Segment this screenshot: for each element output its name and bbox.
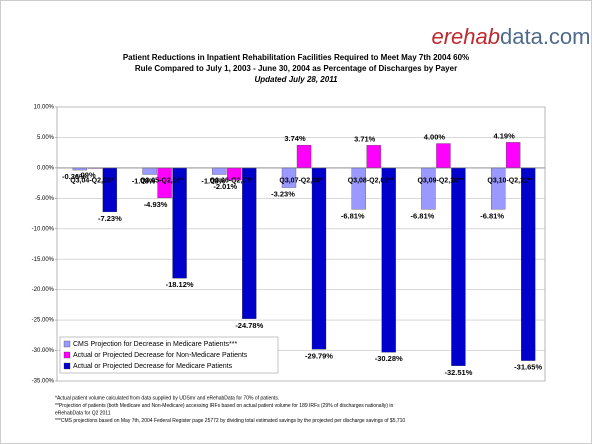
x-tick-label: Q3,10-Q2,11** — [487, 178, 533, 185]
bar — [366, 145, 381, 169]
x-tick-label: Q3,04-Q2,05* — [70, 178, 113, 185]
bar — [381, 167, 396, 353]
data-label: -6.81% — [341, 211, 365, 220]
data-label: -6.81% — [411, 211, 435, 220]
bar — [451, 167, 466, 366]
x-tick-label: Q3,08-Q2,09** — [348, 178, 394, 185]
y-tick-label: -20.00% — [32, 287, 55, 293]
bar — [142, 167, 157, 175]
data-label: 4.00% — [424, 133, 446, 142]
footnote: ***CMS projections based on May 7th, 200… — [55, 418, 405, 424]
legend-label: Actual or Projected Decrease for Non-Med… — [73, 352, 248, 359]
x-tick-label: Q3,05-Q2,06* — [140, 178, 183, 185]
data-label: -6.81% — [480, 211, 504, 220]
data-label: -.09% — [76, 170, 96, 179]
y-tick-label: -5.00% — [35, 196, 55, 202]
updated-note: Updated July 28, 2011 — [255, 75, 339, 84]
bar — [311, 167, 327, 350]
legend-swatch — [63, 362, 71, 370]
data-label: -24.78% — [235, 321, 263, 330]
data-label: -0.36% — [62, 172, 86, 181]
y-tick-label: -10.00% — [32, 226, 55, 232]
bar — [421, 167, 436, 210]
bar — [436, 143, 451, 169]
chart-title: Patient Reductions in Inpatient Rehabili… — [123, 53, 469, 62]
y-tick-label: 0.00% — [37, 165, 55, 171]
footnote: *Actual patient volume calculated from d… — [55, 395, 279, 401]
logo-part: erehab — [431, 24, 500, 49]
y-tick-label: -30.00% — [32, 348, 55, 354]
data-label: -4.93% — [144, 200, 168, 209]
y-tick-label: 5.00% — [37, 135, 55, 141]
y-tick-label: -35.00% — [32, 379, 55, 385]
legend-box — [59, 336, 279, 374]
data-label: 3.71% — [354, 134, 376, 143]
bar — [242, 167, 257, 319]
data-label: -31.65% — [514, 363, 542, 372]
data-label: -7.23% — [98, 214, 122, 223]
bar — [490, 167, 506, 210]
bar — [296, 144, 312, 169]
x-tick-label: Q3,06-Q2,07* — [210, 178, 253, 185]
legend-swatch — [63, 351, 71, 359]
data-label: -18.12% — [166, 280, 194, 289]
legend-label: Actual or Projected Decrease for Medicar… — [73, 363, 233, 370]
y-tick-label: 10.00% — [34, 105, 55, 111]
data-label: 4.19% — [494, 131, 516, 140]
data-label: -29.79% — [305, 351, 333, 360]
footnote: eRehabData for Q2 2011 — [55, 410, 111, 416]
data-label: -3.23% — [271, 190, 295, 199]
legend-swatch — [63, 340, 71, 348]
logo-part: data.com — [500, 24, 591, 49]
chart-subtitle: Rule Compared to July 1, 2003 - June 30,… — [135, 64, 457, 73]
data-label: -1.08% — [132, 176, 156, 185]
data-label: -2.01% — [213, 182, 237, 191]
bar — [212, 167, 227, 175]
legend-label: CMS Projection for Decrease in Medicare … — [73, 341, 237, 348]
footnote: **Projection of patients (both Medicare … — [55, 403, 393, 409]
bar — [351, 167, 366, 210]
y-tick-label: -25.00% — [32, 318, 55, 324]
x-tick-label: Q3,07-Q2,08* — [279, 178, 322, 185]
bar — [520, 167, 536, 361]
data-label: -1.08% — [201, 176, 225, 185]
data-label: 3.74% — [284, 134, 306, 143]
y-tick-label: -15.00% — [32, 257, 55, 263]
bar — [505, 142, 521, 169]
data-label: -32.51% — [444, 368, 472, 377]
data-label: -30.28% — [375, 354, 403, 363]
x-tick-label: Q3,09-Q2,10** — [417, 178, 463, 185]
bar — [102, 167, 118, 213]
